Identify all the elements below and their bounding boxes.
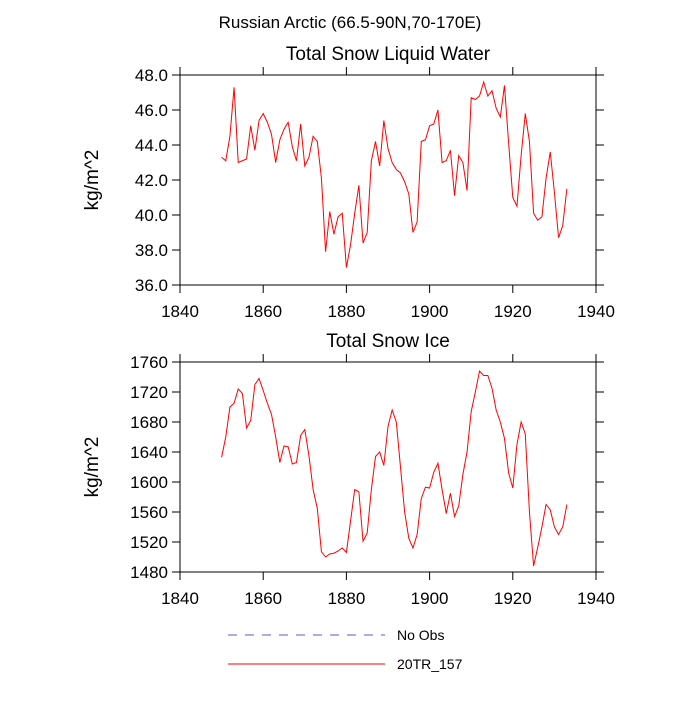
data-line xyxy=(221,369,568,567)
x-tick-label: 1940 xyxy=(577,589,615,608)
x-tick-label: 1940 xyxy=(577,302,615,321)
x-tick-label: 1840 xyxy=(161,589,199,608)
plot-frame xyxy=(179,361,597,573)
suptitle: Russian Arctic (66.5-90N,70-170E) xyxy=(219,13,482,32)
y-tick-label: 38.0 xyxy=(135,241,168,260)
y-tick-label: 1640 xyxy=(130,443,168,462)
x-tick-label: 1900 xyxy=(411,302,449,321)
y-tick-label: 1680 xyxy=(130,413,168,432)
data-line xyxy=(221,80,568,268)
y-tick-label: 1720 xyxy=(130,383,168,402)
x-tick-label: 1860 xyxy=(244,589,282,608)
y-tick-label: 1600 xyxy=(130,473,168,492)
x-tick-label: 1920 xyxy=(494,589,532,608)
x-tick-label: 1920 xyxy=(494,302,532,321)
x-tick-label: 1840 xyxy=(161,302,199,321)
x-tick-label: 1900 xyxy=(411,589,449,608)
y-axis-label: kg/m^2 xyxy=(82,437,103,498)
panel-title: Total Snow Ice xyxy=(326,331,450,352)
y-tick-label: 48.0 xyxy=(135,66,168,85)
y-tick-label: 46.0 xyxy=(135,101,168,120)
y-tick-label: 1560 xyxy=(130,503,168,522)
y-tick-label: 42.0 xyxy=(135,171,168,190)
x-tick-label: 1880 xyxy=(327,302,365,321)
plot-frame xyxy=(179,74,597,286)
y-tick-label: 40.0 xyxy=(135,206,168,225)
y-tick-label: 1520 xyxy=(130,533,168,552)
y-axis-label: kg/m^2 xyxy=(82,150,103,211)
x-tick-label: 1860 xyxy=(244,302,282,321)
panel-title: Total Snow Liquid Water xyxy=(286,44,491,65)
legend-label: No Obs xyxy=(397,627,444,643)
x-tick-label: 1880 xyxy=(327,589,365,608)
y-tick-label: 1760 xyxy=(130,353,168,372)
legend-label: 20TR_157 xyxy=(397,656,463,672)
y-tick-label: 36.0 xyxy=(135,276,168,295)
y-tick-label: 1480 xyxy=(130,563,168,582)
y-tick-label: 44.0 xyxy=(135,136,168,155)
